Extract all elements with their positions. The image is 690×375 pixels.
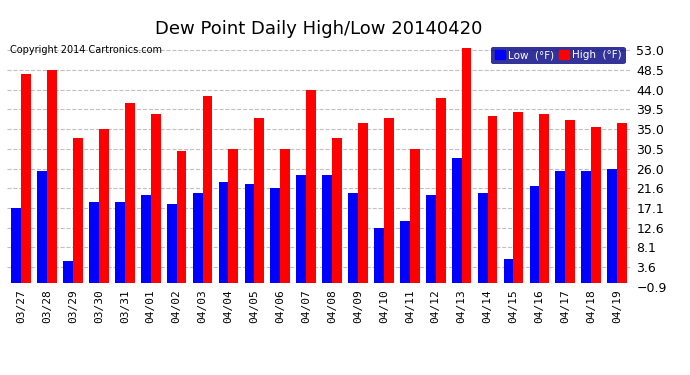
Bar	[529, 186, 540, 283]
Bar	[306, 90, 316, 283]
Bar	[358, 123, 368, 283]
Bar	[582, 171, 591, 283]
Bar	[462, 48, 471, 283]
Bar	[452, 158, 462, 283]
Bar	[255, 118, 264, 283]
Bar	[21, 74, 31, 283]
Bar	[280, 149, 290, 283]
Bar	[270, 189, 280, 283]
Bar	[203, 96, 213, 283]
Bar	[426, 195, 435, 283]
Legend: Low  (°F), High  (°F): Low (°F), High (°F)	[491, 47, 626, 64]
Bar	[591, 127, 601, 283]
Bar	[73, 138, 83, 283]
Bar	[617, 123, 627, 283]
Title: Dew Point Daily High/Low 20140420: Dew Point Daily High/Low 20140420	[155, 20, 483, 38]
Bar	[141, 195, 150, 283]
Bar	[477, 193, 488, 283]
Bar	[228, 149, 238, 283]
Bar	[296, 175, 306, 283]
Bar	[177, 151, 186, 283]
Bar	[332, 138, 342, 283]
Bar	[150, 114, 161, 283]
Text: Copyright 2014 Cartronics.com: Copyright 2014 Cartronics.com	[10, 45, 162, 55]
Bar	[435, 98, 446, 283]
Bar	[193, 193, 203, 283]
Bar	[400, 221, 410, 283]
Bar	[540, 114, 549, 283]
Bar	[488, 116, 497, 283]
Bar	[167, 204, 177, 283]
Bar	[348, 193, 358, 283]
Bar	[504, 259, 513, 283]
Bar	[410, 149, 420, 283]
Bar	[63, 261, 73, 283]
Bar	[89, 202, 99, 283]
Bar	[384, 118, 394, 283]
Bar	[565, 120, 575, 283]
Bar	[125, 103, 135, 283]
Bar	[555, 171, 565, 283]
Bar	[513, 111, 523, 283]
Bar	[219, 182, 228, 283]
Bar	[244, 184, 255, 283]
Bar	[607, 169, 617, 283]
Bar	[11, 208, 21, 283]
Bar	[99, 129, 109, 283]
Bar	[115, 202, 125, 283]
Bar	[47, 70, 57, 283]
Bar	[37, 171, 47, 283]
Bar	[322, 175, 332, 283]
Bar	[374, 228, 384, 283]
